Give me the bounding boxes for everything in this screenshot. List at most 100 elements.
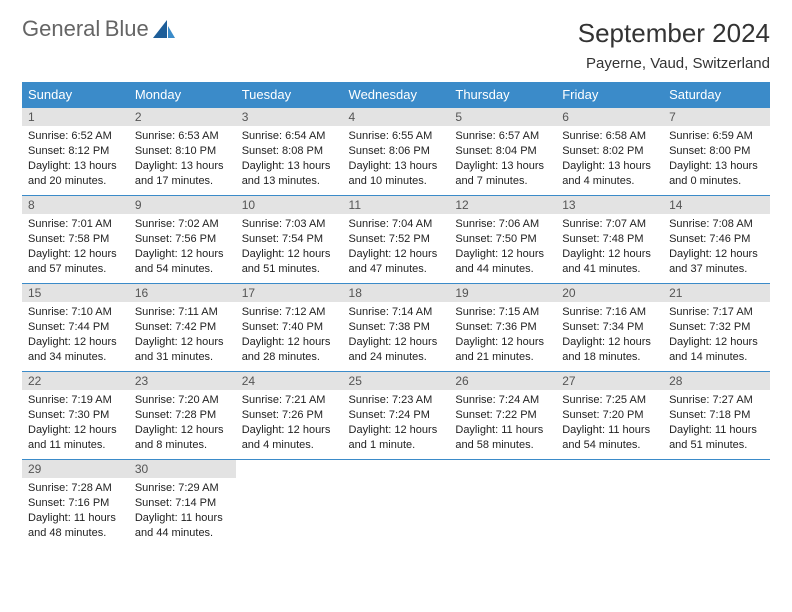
day-cell: 1Sunrise: 6:52 AMSunset: 8:12 PMDaylight… <box>22 108 129 196</box>
day-body: Sunrise: 7:12 AMSunset: 7:40 PMDaylight:… <box>236 302 343 369</box>
daylight-text: Daylight: 12 hours and 14 minutes. <box>669 335 764 365</box>
weekday-header: Friday <box>556 82 663 108</box>
day-body: Sunrise: 7:19 AMSunset: 7:30 PMDaylight:… <box>22 390 129 457</box>
sunset-text: Sunset: 7:50 PM <box>455 232 550 247</box>
sunrise-text: Sunrise: 7:16 AM <box>562 305 657 320</box>
daylight-text: Daylight: 11 hours and 51 minutes. <box>669 423 764 453</box>
sunrise-text: Sunrise: 7:03 AM <box>242 217 337 232</box>
day-number: 6 <box>556 108 663 126</box>
sunset-text: Sunset: 7:16 PM <box>28 496 123 511</box>
sunrise-text: Sunrise: 7:04 AM <box>349 217 444 232</box>
day-number: 2 <box>129 108 236 126</box>
day-number: 8 <box>22 196 129 214</box>
daylight-text: Daylight: 12 hours and 57 minutes. <box>28 247 123 277</box>
sunrise-text: Sunrise: 6:58 AM <box>562 129 657 144</box>
weekday-header: Thursday <box>449 82 556 108</box>
sunrise-text: Sunrise: 7:27 AM <box>669 393 764 408</box>
day-number: 30 <box>129 460 236 478</box>
sunrise-text: Sunrise: 6:59 AM <box>669 129 764 144</box>
day-cell: . <box>449 460 556 548</box>
day-body: Sunrise: 6:57 AMSunset: 8:04 PMDaylight:… <box>449 126 556 193</box>
day-number: 15 <box>22 284 129 302</box>
daylight-text: Daylight: 12 hours and 4 minutes. <box>242 423 337 453</box>
day-number: 11 <box>343 196 450 214</box>
daylight-text: Daylight: 13 hours and 10 minutes. <box>349 159 444 189</box>
day-body: Sunrise: 7:10 AMSunset: 7:44 PMDaylight:… <box>22 302 129 369</box>
day-cell: 13Sunrise: 7:07 AMSunset: 7:48 PMDayligh… <box>556 196 663 284</box>
day-number: 26 <box>449 372 556 390</box>
day-cell: . <box>663 460 770 548</box>
daylight-text: Daylight: 12 hours and 8 minutes. <box>135 423 230 453</box>
sunset-text: Sunset: 8:04 PM <box>455 144 550 159</box>
day-body: Sunrise: 7:17 AMSunset: 7:32 PMDaylight:… <box>663 302 770 369</box>
day-cell: . <box>236 460 343 548</box>
day-number: 20 <box>556 284 663 302</box>
daylight-text: Daylight: 13 hours and 7 minutes. <box>455 159 550 189</box>
sunset-text: Sunset: 7:54 PM <box>242 232 337 247</box>
day-number: 9 <box>129 196 236 214</box>
weekday-header: Saturday <box>663 82 770 108</box>
daylight-text: Daylight: 11 hours and 58 minutes. <box>455 423 550 453</box>
day-cell: 7Sunrise: 6:59 AMSunset: 8:00 PMDaylight… <box>663 108 770 196</box>
week-row: 22Sunrise: 7:19 AMSunset: 7:30 PMDayligh… <box>22 372 770 460</box>
sunrise-text: Sunrise: 7:12 AM <box>242 305 337 320</box>
calendar-table: SundayMondayTuesdayWednesdayThursdayFrid… <box>22 82 770 548</box>
weekday-header: Tuesday <box>236 82 343 108</box>
sunrise-text: Sunrise: 6:55 AM <box>349 129 444 144</box>
sunset-text: Sunset: 7:26 PM <box>242 408 337 423</box>
day-body: Sunrise: 7:08 AMSunset: 7:46 PMDaylight:… <box>663 214 770 281</box>
day-cell: 9Sunrise: 7:02 AMSunset: 7:56 PMDaylight… <box>129 196 236 284</box>
day-body: Sunrise: 7:07 AMSunset: 7:48 PMDaylight:… <box>556 214 663 281</box>
daylight-text: Daylight: 11 hours and 54 minutes. <box>562 423 657 453</box>
day-cell: 23Sunrise: 7:20 AMSunset: 7:28 PMDayligh… <box>129 372 236 460</box>
weekday-header: Monday <box>129 82 236 108</box>
day-cell: 20Sunrise: 7:16 AMSunset: 7:34 PMDayligh… <box>556 284 663 372</box>
day-cell: 2Sunrise: 6:53 AMSunset: 8:10 PMDaylight… <box>129 108 236 196</box>
sunset-text: Sunset: 8:06 PM <box>349 144 444 159</box>
day-number: 23 <box>129 372 236 390</box>
daylight-text: Daylight: 12 hours and 31 minutes. <box>135 335 230 365</box>
sunset-text: Sunset: 7:30 PM <box>28 408 123 423</box>
sunrise-text: Sunrise: 7:06 AM <box>455 217 550 232</box>
sunrise-text: Sunrise: 7:24 AM <box>455 393 550 408</box>
sunset-text: Sunset: 7:56 PM <box>135 232 230 247</box>
header: General Blue September 2024 Payerne, Vau… <box>22 18 770 72</box>
sunset-text: Sunset: 8:08 PM <box>242 144 337 159</box>
day-body: Sunrise: 7:23 AMSunset: 7:24 PMDaylight:… <box>343 390 450 457</box>
day-cell: . <box>556 460 663 548</box>
day-body: Sunrise: 7:27 AMSunset: 7:18 PMDaylight:… <box>663 390 770 457</box>
sunrise-text: Sunrise: 7:01 AM <box>28 217 123 232</box>
sunrise-text: Sunrise: 7:07 AM <box>562 217 657 232</box>
daylight-text: Daylight: 12 hours and 41 minutes. <box>562 247 657 277</box>
day-number: 1 <box>22 108 129 126</box>
page-subtitle: Payerne, Vaud, Switzerland <box>578 55 770 72</box>
day-number: 25 <box>343 372 450 390</box>
day-cell: 22Sunrise: 7:19 AMSunset: 7:30 PMDayligh… <box>22 372 129 460</box>
week-row: 8Sunrise: 7:01 AMSunset: 7:58 PMDaylight… <box>22 196 770 284</box>
day-body: Sunrise: 7:14 AMSunset: 7:38 PMDaylight:… <box>343 302 450 369</box>
day-body: Sunrise: 6:52 AMSunset: 8:12 PMDaylight:… <box>22 126 129 193</box>
daylight-text: Daylight: 13 hours and 0 minutes. <box>669 159 764 189</box>
daylight-text: Daylight: 13 hours and 17 minutes. <box>135 159 230 189</box>
day-body: Sunrise: 6:53 AMSunset: 8:10 PMDaylight:… <box>129 126 236 193</box>
day-body: Sunrise: 7:06 AMSunset: 7:50 PMDaylight:… <box>449 214 556 281</box>
day-number: 18 <box>343 284 450 302</box>
day-body: Sunrise: 6:58 AMSunset: 8:02 PMDaylight:… <box>556 126 663 193</box>
week-row: 15Sunrise: 7:10 AMSunset: 7:44 PMDayligh… <box>22 284 770 372</box>
sunset-text: Sunset: 7:24 PM <box>349 408 444 423</box>
day-cell: 3Sunrise: 6:54 AMSunset: 8:08 PMDaylight… <box>236 108 343 196</box>
day-number: 13 <box>556 196 663 214</box>
day-body: Sunrise: 7:21 AMSunset: 7:26 PMDaylight:… <box>236 390 343 457</box>
day-number: 14 <box>663 196 770 214</box>
day-body: Sunrise: 7:11 AMSunset: 7:42 PMDaylight:… <box>129 302 236 369</box>
day-number: 22 <box>22 372 129 390</box>
daylight-text: Daylight: 11 hours and 44 minutes. <box>135 511 230 541</box>
logo-text-general: General <box>22 16 100 41</box>
day-body: Sunrise: 7:28 AMSunset: 7:16 PMDaylight:… <box>22 478 129 545</box>
daylight-text: Daylight: 12 hours and 51 minutes. <box>242 247 337 277</box>
weekday-header: Sunday <box>22 82 129 108</box>
day-cell: 21Sunrise: 7:17 AMSunset: 7:32 PMDayligh… <box>663 284 770 372</box>
sunset-text: Sunset: 7:14 PM <box>135 496 230 511</box>
daylight-text: Daylight: 12 hours and 54 minutes. <box>135 247 230 277</box>
sunrise-text: Sunrise: 7:14 AM <box>349 305 444 320</box>
